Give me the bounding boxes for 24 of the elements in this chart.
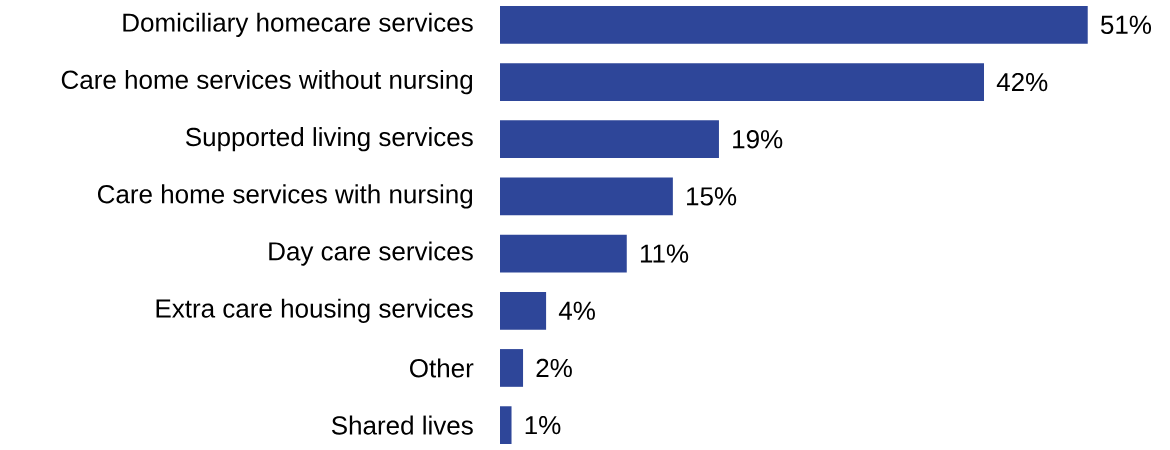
data-label: 11% bbox=[640, 244, 689, 263]
data-label: 2% bbox=[536, 358, 572, 378]
bar bbox=[500, 234, 627, 273]
y-tick-label: Care home services with nursing bbox=[97, 184, 473, 209]
y-tick-label: Shared lives bbox=[331, 415, 473, 435]
data-label: 19% bbox=[733, 130, 783, 149]
bar bbox=[500, 120, 719, 159]
bar bbox=[500, 63, 985, 101]
data-label: 51% bbox=[1100, 15, 1152, 35]
data-label: 1% bbox=[525, 416, 561, 435]
y-tick-label: Day care services bbox=[269, 241, 473, 266]
bar bbox=[500, 406, 512, 444]
data-label: 4% bbox=[558, 301, 595, 320]
y-tick-label: Domiciliary homecare services bbox=[123, 12, 473, 37]
y-tick-label: Extra care housing services bbox=[156, 298, 473, 323]
y-tick-label: Other bbox=[410, 358, 474, 378]
bar bbox=[500, 291, 547, 330]
data-label: 15% bbox=[687, 187, 737, 206]
bar bbox=[500, 6, 1088, 44]
bar bbox=[500, 349, 524, 387]
bar bbox=[500, 177, 673, 216]
y-tick-label: Care home services without nursing bbox=[61, 69, 473, 95]
y-tick-label: Supported living services bbox=[185, 127, 473, 152]
data-label: 42% bbox=[996, 72, 1048, 92]
